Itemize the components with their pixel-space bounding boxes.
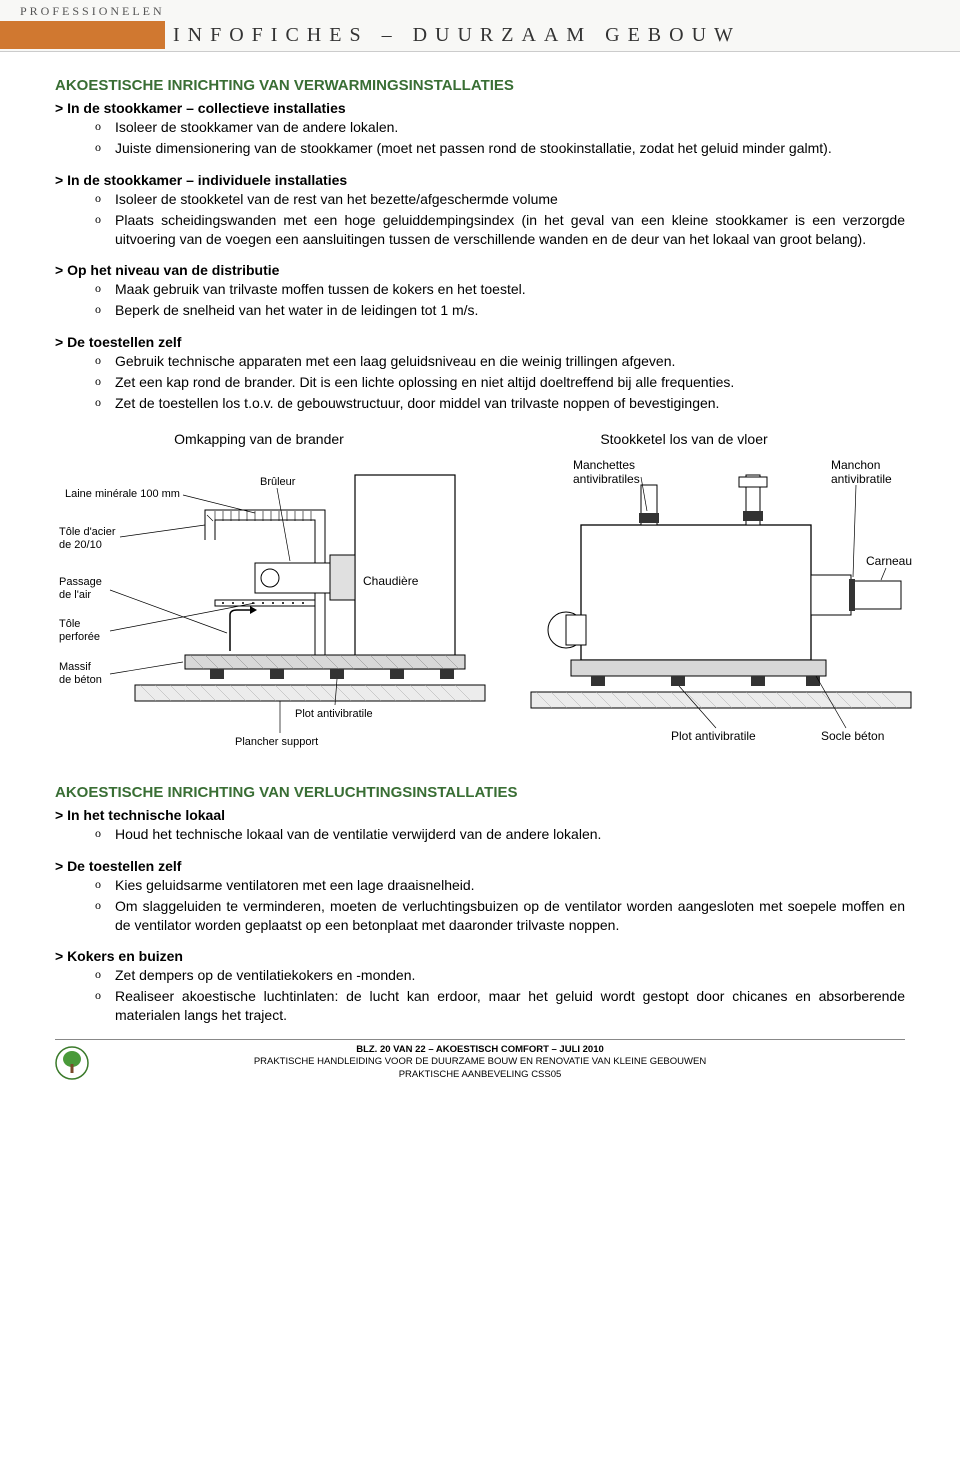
s1-b3b: Beperk de snelheid van het water in de l… (115, 301, 905, 320)
s2-b2a: Kies geluidsarme ventilatoren met een la… (115, 876, 905, 895)
tree-icon (55, 1046, 89, 1080)
svg-text:Manchettes: Manchettes (573, 458, 635, 472)
s1-b2b: Plaats scheidingswanden met een hoge gel… (115, 211, 905, 249)
fig-caption-right: Stookketel los van de vloer (463, 431, 905, 447)
s1-h4: > De toestellen zelf (55, 334, 905, 350)
s1-b3a: Maak gebruik van trilvaste moffen tussen… (115, 280, 905, 299)
svg-text:perforée: perforée (59, 631, 100, 643)
page-footer: BLZ. 20 VAN 22 – AKOESTISCH COMFORT – JU… (55, 1039, 905, 1081)
section1-title: AKOESTISCHE INRICHTING VAN VERWARMINGSIN… (55, 77, 905, 94)
s1-b4b: Zet een kap rond de brander. Dit is een … (115, 373, 905, 392)
s1-b4a: Gebruik technische apparaten met een laa… (115, 352, 905, 371)
diagram-right: Manchettesantivibratiles Manchonantivibr… (511, 455, 921, 758)
s1-h2: > In de stookkamer – individuele install… (55, 172, 905, 188)
svg-text:Plancher support: Plancher support (235, 736, 318, 748)
svg-text:Socle béton: Socle béton (821, 729, 884, 743)
diagram-left: Chaudière (55, 455, 495, 758)
figure-captions: Omkapping van de brander Stookketel los … (55, 431, 905, 447)
s1-b1a: Isoleer de stookkamer van de andere loka… (115, 118, 905, 137)
s1-h3: > Op het niveau van de distributie (55, 262, 905, 278)
s2-b3a: Zet dempers op de ventilatiekokers en -m… (115, 966, 905, 985)
s1-h1: > In de stookkamer – collectieve install… (55, 100, 905, 116)
s2-h1: > In het technische lokaal (55, 807, 905, 823)
page-header: PROFESSIONELEN INFOFICHES – DUURZAAM GEB… (0, 0, 960, 52)
svg-text:de l'air: de l'air (59, 589, 91, 601)
svg-text:Plot antivibratile: Plot antivibratile (295, 708, 373, 720)
diagrams-row: Chaudière (55, 455, 905, 758)
s1-b1b: Juiste dimensionering van de stookkamer … (115, 139, 905, 158)
s1-b2a: Isoleer de stookketel van de rest van he… (115, 190, 905, 209)
s2-b1a: Houd het technische lokaal van de ventil… (115, 825, 905, 844)
svg-text:Carneau: Carneau (866, 554, 912, 568)
s1-b4c: Zet de toestellen los t.o.v. de gebouwst… (115, 394, 905, 413)
svg-text:Passage: Passage (59, 576, 102, 588)
svg-text:Tôle: Tôle (59, 618, 80, 630)
s2-b2b: Om slaggeluiden te verminderen, moeten d… (115, 897, 905, 935)
svg-text:antivibratiles: antivibratiles (573, 472, 640, 486)
footer-l2: PRAKTISCHE HANDLEIDING VOOR DE DUURZAME … (55, 1056, 905, 1068)
s2-h2: > De toestellen zelf (55, 858, 905, 874)
section2-title: AKOESTISCHE INRICHTING VAN VERLUCHTINGSI… (55, 784, 905, 801)
svg-text:Manchon: Manchon (831, 458, 880, 472)
footer-l1: BLZ. 20 VAN 22 – AKOESTISCH COMFORT – JU… (55, 1044, 905, 1056)
svg-text:antivibratile: antivibratile (831, 472, 892, 486)
header-accent-bar: INFOFICHES – DUURZAAM GEBOUW (0, 21, 960, 49)
fig-caption-left: Omkapping van de brander (55, 431, 463, 447)
svg-text:Tôle d'acier: Tôle d'acier (59, 526, 116, 538)
header-top-label: PROFESSIONELEN (0, 4, 960, 21)
svg-text:Laine minérale 100 mm: Laine minérale 100 mm (65, 488, 180, 500)
header-title: INFOFICHES – DUURZAAM GEBOUW (165, 21, 960, 49)
svg-text:Massif: Massif (59, 661, 92, 673)
page-body: AKOESTISCHE INRICHTING VAN VERWARMINGSIN… (0, 52, 960, 1091)
svg-text:Brûleur: Brûleur (260, 476, 296, 488)
s2-b3b: Realiseer akoestische luchtinlaten: de l… (115, 987, 905, 1025)
svg-text:de 20/10: de 20/10 (59, 539, 102, 551)
s2-h3: > Kokers en buizen (55, 948, 905, 964)
svg-text:Chaudière: Chaudière (363, 574, 419, 588)
footer-l3: PRAKTISCHE AANBEVELING CSS05 (55, 1069, 905, 1081)
svg-text:de béton: de béton (59, 674, 102, 686)
svg-text:Plot antivibratile: Plot antivibratile (671, 729, 756, 743)
